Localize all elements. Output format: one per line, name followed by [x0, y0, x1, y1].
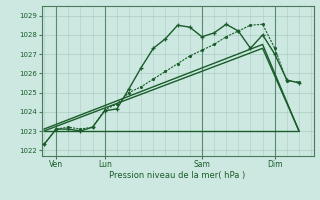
X-axis label: Pression niveau de la mer( hPa ): Pression niveau de la mer( hPa ) — [109, 171, 246, 180]
